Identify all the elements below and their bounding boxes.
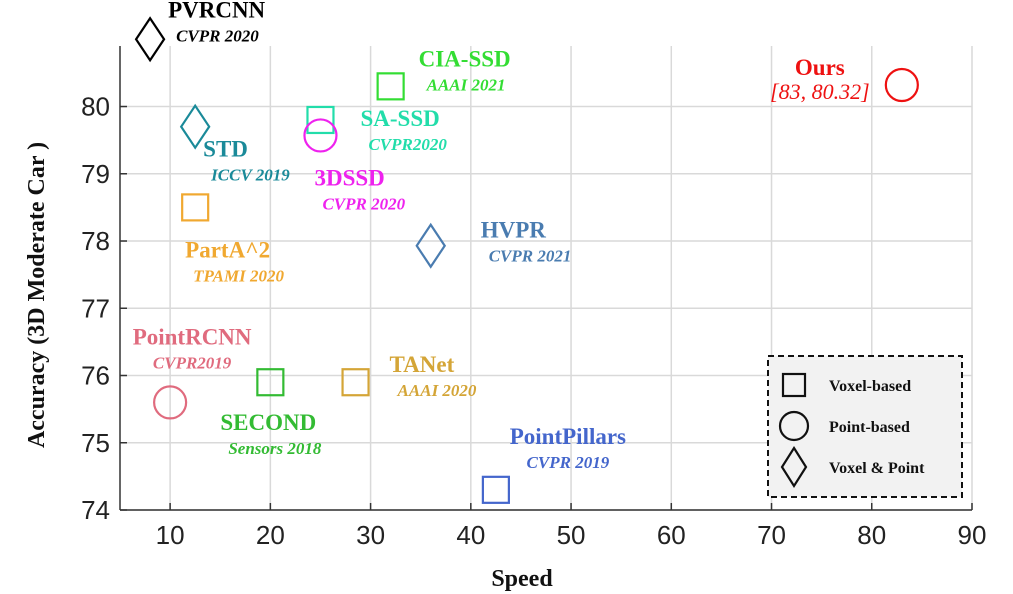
- x-tick-label: 70: [757, 520, 786, 550]
- data-points: [134, 16, 919, 504]
- y-tick-label: 80: [81, 92, 110, 122]
- x-tick-label: 10: [156, 520, 185, 550]
- data-point-circle: [303, 118, 338, 153]
- point-venue-label: CVPR2019: [153, 353, 232, 372]
- y-tick-label: 79: [81, 159, 110, 189]
- point-venue-label: CVPR2020: [368, 135, 447, 154]
- data-point-square: [481, 475, 510, 504]
- point-venue-label: AAAI 2021: [426, 75, 506, 94]
- legend-label: Point-based: [829, 419, 910, 436]
- legend-marker-circle: [778, 410, 810, 442]
- point-venue-label: AAAI 2020: [397, 381, 477, 400]
- legend-label: Voxel & Point: [829, 460, 925, 477]
- axes: 10 20 30 40 50 60 70 80 90 74 75 76 77 78 79 80: [81, 46, 986, 550]
- point-name-label: PartA^2: [185, 237, 270, 262]
- point-name-label: PointRCNN: [133, 324, 252, 349]
- y-axis-title: Accuracy (3D Moderate Car ): [24, 142, 50, 448]
- point-venue-label: Sensors 2018: [228, 439, 322, 458]
- point-name-label: 3DSSD: [314, 165, 384, 190]
- data-point-diamond: [179, 103, 211, 150]
- point-venue-label: ICCV 2019: [210, 166, 290, 185]
- x-tick-label: 30: [356, 520, 385, 550]
- x-tick-label: 80: [857, 520, 886, 550]
- point-name-label: STD: [203, 137, 248, 162]
- data-point-diamond: [415, 222, 447, 269]
- point-name-label: PointPillars: [510, 424, 626, 449]
- point-name-label: SECOND: [220, 410, 316, 435]
- point-name-label: Ours: [795, 55, 845, 80]
- point-venue-label: [83, 80.32]: [770, 79, 870, 104]
- y-tick-label: 75: [81, 428, 110, 458]
- x-tick-label: 60: [657, 520, 686, 550]
- x-axis-title: Speed: [491, 566, 553, 592]
- x-tick-label: 50: [557, 520, 586, 550]
- legend: Voxel-based Point-based Voxel & Point: [767, 355, 963, 498]
- point-name-label: HVPR: [481, 218, 547, 243]
- point-venue-label: TPAMI 2020: [193, 266, 284, 285]
- point-venue-label: CVPR 2020: [176, 26, 259, 45]
- point-venue-label: CVPR 2021: [489, 247, 572, 266]
- point-venue-label: CVPR 2020: [322, 194, 405, 213]
- data-point-diamond: [134, 16, 166, 63]
- point-name-label: SA-SSD: [360, 106, 439, 131]
- x-tick-label: 20: [256, 520, 285, 550]
- data-point-square: [256, 368, 285, 397]
- y-tick-label: 76: [81, 361, 110, 391]
- point-name-label: TANet: [390, 352, 455, 377]
- x-tick-label: 90: [958, 520, 987, 550]
- legend-box: [767, 355, 963, 498]
- data-point-square: [341, 368, 370, 397]
- y-tick-label: 78: [81, 226, 110, 256]
- data-point-circle: [153, 385, 188, 420]
- x-tick-label: 40: [456, 520, 485, 550]
- data-point-circle: [884, 67, 919, 103]
- point-name-label: PVRCNN: [168, 0, 265, 22]
- y-tick-label: 74: [81, 495, 110, 525]
- data-point-square: [376, 72, 405, 101]
- legend-marker-diamond: [780, 445, 808, 489]
- legend-marker-square: [781, 372, 807, 398]
- point-name-label: CIA-SSD: [419, 46, 511, 71]
- y-tick-label: 77: [81, 293, 110, 323]
- point-labels: PVRCNN CVPR 2020 CIA-SSD AAAI 2021 Ours[83, …: [133, 0, 870, 472]
- legend-label: Voxel-based: [829, 378, 911, 395]
- data-point-square: [306, 105, 335, 135]
- data-point-square: [181, 193, 210, 222]
- point-venue-label: CVPR 2019: [527, 453, 610, 472]
